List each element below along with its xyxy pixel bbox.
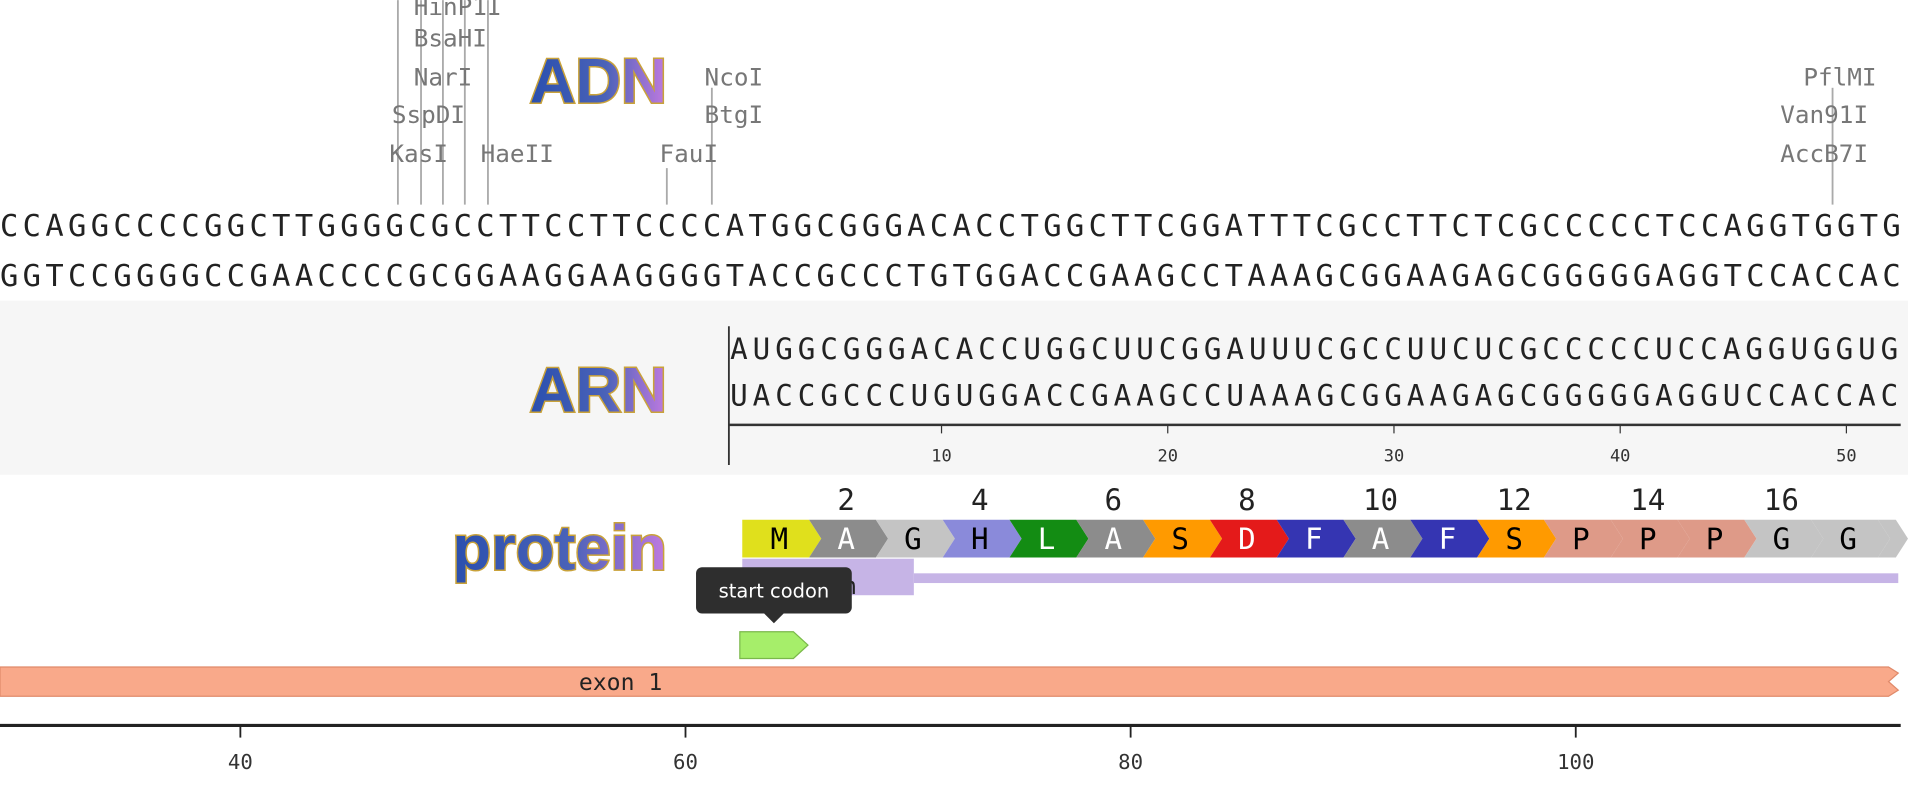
- residue-letter: P: [1639, 522, 1657, 556]
- axis-tick-label: 40: [228, 750, 253, 774]
- residue-letter: G: [904, 522, 922, 556]
- residue-number: 12: [1497, 483, 1532, 517]
- exon-label: exon 1: [579, 670, 662, 696]
- residue-number: 14: [1630, 483, 1665, 517]
- residue: [875, 519, 955, 558]
- start-codon-feature[interactable]: [739, 631, 809, 660]
- residue-number: 2: [837, 483, 855, 517]
- residue: [1477, 519, 1557, 558]
- residue: [1811, 519, 1891, 558]
- tooltip-text: start codon: [719, 580, 830, 603]
- residue-number: 8: [1238, 483, 1256, 517]
- residue: [1076, 519, 1156, 558]
- residue-letter: P: [1706, 522, 1724, 556]
- residue: [1009, 519, 1089, 558]
- residue: [1677, 519, 1757, 558]
- residue-letter: A: [1105, 522, 1123, 556]
- residue: [1610, 519, 1690, 558]
- enzyme-label: AccB7I: [1780, 139, 1868, 168]
- residue: [1343, 519, 1423, 558]
- residue: [809, 519, 889, 558]
- residue-letter: A: [1372, 522, 1390, 556]
- rna-heading: ARN: [530, 355, 667, 425]
- rna-tick-label: 40: [1610, 446, 1631, 466]
- enzyme-label: HinP1I: [414, 0, 502, 21]
- dna-heading: ADN: [530, 46, 667, 116]
- residue-number: 4: [971, 483, 989, 517]
- residue-letter: G: [1839, 522, 1857, 556]
- tooltip: [696, 567, 852, 614]
- enzyme-label: BsaHI: [414, 23, 487, 52]
- enzyme-label: HaeII: [481, 139, 554, 168]
- residue: [942, 519, 1022, 558]
- enzyme-label: PflMI: [1803, 62, 1876, 91]
- axis-tick-label: 80: [1118, 750, 1143, 774]
- residue-number: 16: [1764, 483, 1799, 517]
- residue: [1276, 519, 1356, 558]
- dna-top-strand: CCAGGCCCCGGCTTGGGGCGCCTTCCTTCCCCATGGCGGG…: [0, 209, 1901, 244]
- rna-tick-label: 30: [1384, 446, 1405, 466]
- residue-number: 10: [1363, 483, 1398, 517]
- residue-number: 6: [1105, 483, 1123, 517]
- residue-letter: F: [1439, 522, 1457, 556]
- rna-tick-label: 20: [1157, 446, 1178, 466]
- residue-letter: M: [771, 522, 789, 556]
- residue-letter: P: [1572, 522, 1590, 556]
- dna-bottom-strand: GGTCCGGGGCCGAACCCCGCGGAAGGAAGGGGTACCGCCC…: [0, 259, 1901, 294]
- tooltip-arrow: [764, 613, 784, 624]
- enzyme-label: SspDI: [392, 100, 465, 129]
- rna-tick-label: 10: [931, 446, 952, 466]
- residue: [1410, 519, 1490, 558]
- rna-tick-label: 50: [1836, 446, 1857, 466]
- residue: [742, 519, 822, 558]
- residue-letter: A: [837, 522, 855, 556]
- axis-tick-label: 60: [673, 750, 698, 774]
- residue-letter: D: [1238, 522, 1256, 556]
- rna-panel: [0, 300, 1908, 475]
- residue: [1877, 519, 1908, 558]
- residue-letter: F: [1305, 522, 1323, 556]
- enzyme-label: FauI: [660, 139, 719, 168]
- residue-letter: S: [1505, 522, 1523, 556]
- protein-heading: protein: [452, 514, 666, 584]
- residue-letter: L: [1038, 522, 1056, 556]
- exon-feature[interactable]: [0, 666, 1900, 697]
- residue: [1543, 519, 1623, 558]
- enzyme-label: Van91I: [1780, 100, 1868, 129]
- residue-letter: H: [971, 522, 989, 556]
- residue-letter: S: [1171, 522, 1189, 556]
- axis-tick-label: 100: [1557, 750, 1594, 774]
- residue-letter: G: [1773, 522, 1791, 556]
- enzyme-label: NarI: [414, 62, 473, 91]
- enzyme-label: KasI: [389, 139, 448, 168]
- residue: [1143, 519, 1223, 558]
- enzyme-label: BtgI: [705, 100, 764, 129]
- protein-feature-line[interactable]: [913, 573, 1899, 584]
- residue: [1209, 519, 1289, 558]
- residue: [1744, 519, 1824, 558]
- enzyme-label: NcoI: [705, 62, 764, 91]
